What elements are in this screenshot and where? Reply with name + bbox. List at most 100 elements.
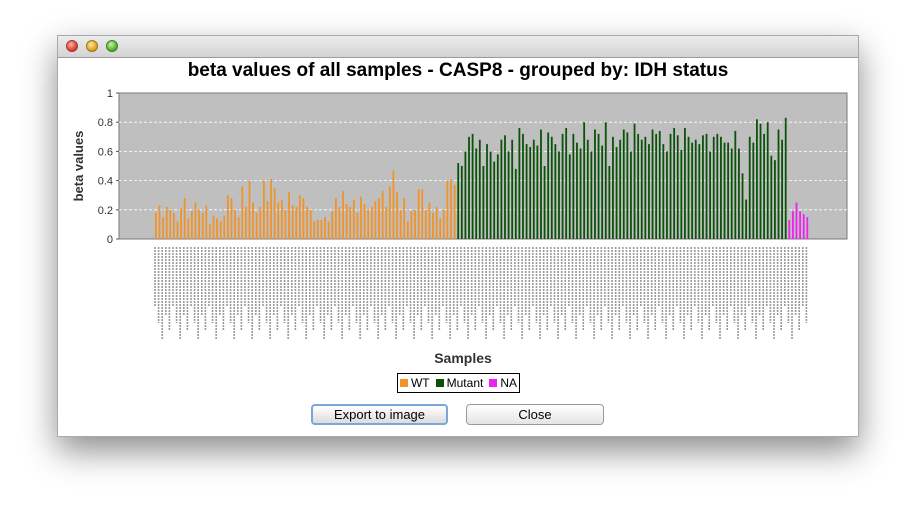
y-tick-label: 0 [107,234,113,246]
bar-mutant [770,155,773,239]
bar-mutant [676,135,679,239]
bar-wt [212,215,215,239]
bar-mutant [633,123,636,239]
bar-wt [388,186,391,239]
bar-mutant [536,145,539,239]
bar-wt [324,217,326,239]
bar-wt [331,211,334,239]
bar-mutant [568,154,571,239]
bar-wt [172,212,175,239]
bar-mutant [482,166,485,239]
bar-wt [190,211,193,239]
bar-wt [410,211,413,239]
bar-mutant [464,151,467,239]
bar-mutant [493,161,496,239]
bar-mutant [619,139,622,239]
bar-wt [165,206,168,239]
bar-wt [442,209,445,239]
bar-mutant [543,166,546,239]
bar-wt [262,180,265,239]
bar-wt [342,190,344,239]
bar-wt [219,221,222,239]
bar-mutant [730,148,733,239]
bar-mutant [558,151,560,239]
bar-wt [302,198,305,239]
bar-wt [158,205,161,239]
zoom-window-icon[interactable] [106,40,118,52]
bar-mutant [669,133,672,239]
x-axis-label: Samples [434,350,492,366]
bar-wt [194,202,197,239]
bar-wt [237,217,240,239]
bar-wt [316,220,319,239]
bar-wt [334,198,337,239]
bar-mutant [655,133,658,239]
bar-wt [435,206,438,239]
bar-wt [428,202,431,239]
bar-mutant [644,136,647,239]
bar-mutant [590,151,593,239]
bar-mutant [691,142,694,239]
legend-item-mutant: Mutant [435,376,483,390]
bar-wt [162,217,164,239]
bar-wt [280,199,283,239]
bar-wt [223,215,226,239]
minimize-window-icon[interactable] [86,40,98,52]
bar-wt [381,190,384,239]
bar-wt [270,179,272,239]
bar-mutant [511,139,514,239]
bar-wt [226,195,229,239]
bar-chart: 0 0.2 0.4 0.6 0.8 1 beta values Samples [71,88,848,366]
bar-mutant [579,148,582,239]
legend-swatch-wt [399,379,408,387]
bar-wt [205,205,208,239]
bar-wt [266,201,269,239]
bar-wt [399,209,402,239]
bar-mutant [514,168,517,239]
bar-mutant [532,139,535,239]
bar-wt [284,209,287,239]
bar-mutant [518,128,521,239]
bar-wt [403,198,406,239]
bar-wt [396,192,398,239]
bar-mutant [561,133,564,239]
y-tick-label: 1 [107,88,113,100]
bar-mutant [496,154,499,239]
bar-mutant [500,139,503,239]
bar-wt [295,206,298,239]
bar-mutant [752,142,755,239]
close-button[interactable]: Close [466,404,604,425]
bar-wt [406,221,409,239]
chart-window: beta values of all samples - CASP8 - gro… [57,35,859,437]
y-tick-label: 0.2 [98,205,113,217]
bar-mutant [486,144,488,239]
bar-mutant [622,129,625,239]
export-to-image-button[interactable]: Export to image [311,404,448,425]
bar-na [802,214,805,239]
y-axis-label: beta values [71,131,86,202]
bar-wt [360,196,362,239]
bar-wt [234,209,236,239]
bar-na [799,211,801,239]
bar-mutant [489,151,492,239]
bar-mutant [763,133,766,239]
bar-mutant [504,135,506,239]
bar-mutant [774,160,776,239]
bar-wt [439,218,442,239]
bar-mutant [547,132,550,239]
bar-wt [349,206,352,239]
legend-item-wt: WT [399,376,430,390]
bar-mutant [759,123,762,239]
bar-mutant [540,129,542,239]
bar-mutant [565,128,568,239]
close-window-icon[interactable] [66,40,78,52]
bar-wt [288,192,290,239]
bar-wt [306,206,308,239]
bar-wt [298,195,301,239]
bar-wt [252,202,254,239]
chart-title: beta values of all samples - CASP8 - gro… [187,60,729,81]
bar-mutant [601,145,604,239]
bar-mutant [709,151,712,239]
bar-wt [370,206,373,239]
bar-wt [183,198,186,239]
